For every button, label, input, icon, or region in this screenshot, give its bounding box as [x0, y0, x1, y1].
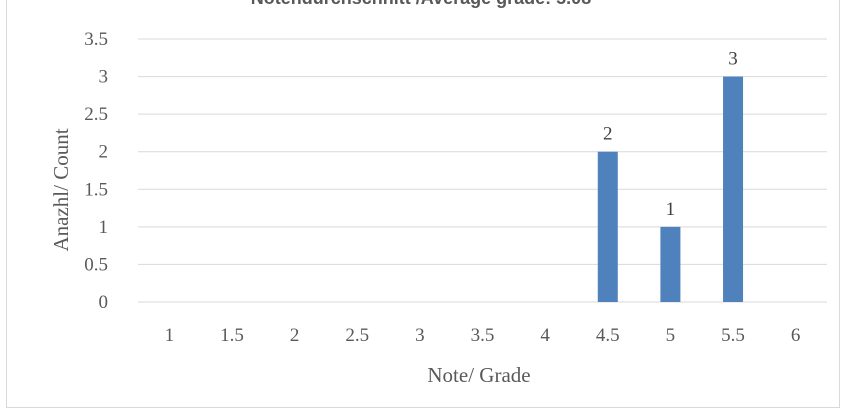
data-label-5: 1 — [666, 199, 676, 220]
x-tick-label: 5.5 — [721, 325, 745, 346]
x-tick-label: 5 — [666, 325, 676, 346]
chart-frame — [6, 0, 840, 408]
x-tick-label: 1 — [165, 325, 175, 346]
data-labels: 2 1 3 — [603, 49, 738, 220]
y-tick-label: 1 — [99, 217, 109, 238]
x-tick-label: 3 — [415, 325, 425, 346]
y-tick-label: 3 — [99, 67, 109, 88]
y-axis-title: Anazhl/ Count — [49, 128, 73, 251]
data-label-4.5: 2 — [603, 124, 613, 145]
y-tick-label: 0 — [99, 292, 109, 313]
y-tick-label: 1.5 — [84, 179, 108, 200]
x-tick-label: 3.5 — [471, 325, 495, 346]
data-label-5.5: 3 — [728, 49, 738, 70]
x-tick-label: 2.5 — [345, 325, 369, 346]
bar-5.5 — [723, 76, 744, 302]
y-tick-label: 3.5 — [84, 29, 108, 50]
chart-title: Notendurchschnitt /Average grade: 5.08 — [0, 0, 842, 9]
bars — [597, 76, 744, 302]
y-tick-label: 0.5 — [84, 254, 108, 275]
y-axis-ticks: 0 0.5 1 1.5 2 2.5 3 3.5 — [84, 29, 108, 313]
y-tick-label: 2.5 — [84, 104, 108, 125]
bar-4.5 — [597, 151, 618, 302]
y-tick-label: 2 — [99, 142, 109, 163]
bar-5 — [660, 226, 681, 302]
x-tick-label: 6 — [791, 325, 801, 346]
x-axis-title: Note/ Grade — [427, 363, 530, 387]
x-axis-ticks: 1 1.5 2 2.5 3 3.5 4 4.5 5 5.5 6 — [165, 325, 801, 346]
x-tick-label: 4 — [540, 325, 550, 346]
x-tick-label: 1.5 — [220, 325, 244, 346]
x-tick-label: 2 — [290, 325, 300, 346]
gridlines — [138, 38, 827, 303]
x-tick-label: 4.5 — [596, 325, 620, 346]
